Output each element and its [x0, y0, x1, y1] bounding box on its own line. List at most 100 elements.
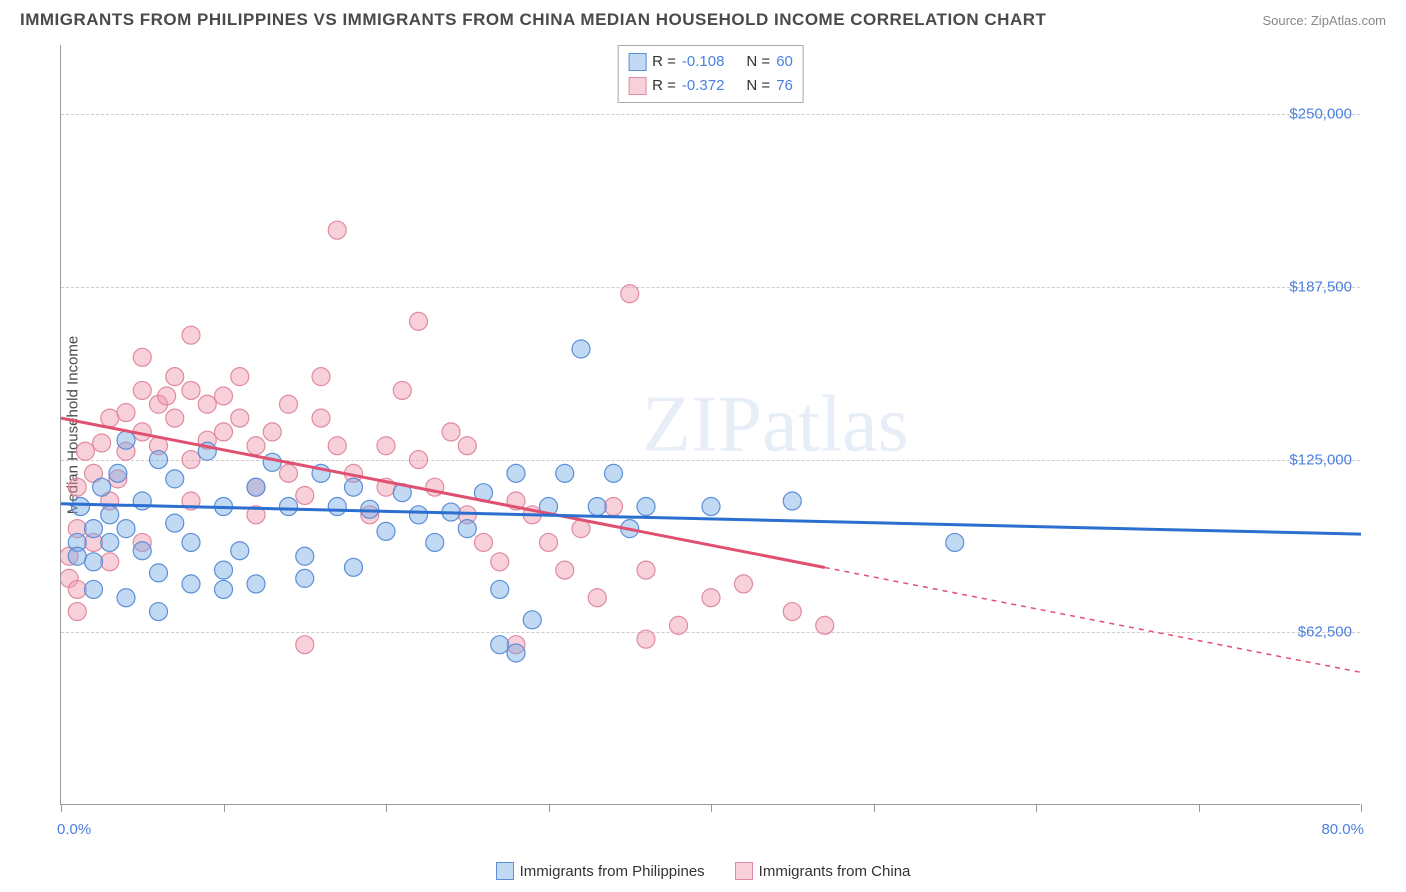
data-point — [68, 603, 86, 621]
data-point — [621, 285, 639, 303]
r-label: R = — [652, 50, 676, 74]
data-point — [491, 580, 509, 598]
data-point — [783, 492, 801, 510]
data-point — [296, 486, 314, 504]
stats-legend-box: R = -0.108 N = 60R = -0.372 N = 76 — [617, 45, 804, 103]
data-point — [133, 348, 151, 366]
data-point — [93, 478, 111, 496]
data-point — [312, 368, 330, 386]
y-tick-label: $250,000 — [1289, 106, 1352, 123]
data-point — [68, 580, 86, 598]
data-point — [101, 533, 119, 551]
legend-item: Immigrants from China — [735, 862, 911, 880]
data-point — [702, 589, 720, 607]
data-point — [458, 520, 476, 538]
data-point — [263, 423, 281, 441]
x-tick — [386, 804, 387, 812]
data-point — [166, 409, 184, 427]
data-point — [101, 553, 119, 571]
data-point — [85, 520, 103, 538]
x-max-label: 80.0% — [1321, 821, 1364, 838]
data-point — [588, 498, 606, 516]
data-point — [946, 533, 964, 551]
data-point — [491, 553, 509, 571]
data-point — [702, 498, 720, 516]
data-point — [783, 603, 801, 621]
data-point — [328, 498, 346, 516]
data-point — [117, 431, 135, 449]
data-point — [198, 395, 216, 413]
data-point — [507, 644, 525, 662]
data-point — [117, 589, 135, 607]
data-point — [523, 611, 541, 629]
data-point — [247, 478, 265, 496]
data-point — [215, 387, 233, 405]
china-swatch — [628, 77, 646, 95]
y-tick-label: $125,000 — [1289, 451, 1352, 468]
data-point — [166, 470, 184, 488]
data-point — [117, 404, 135, 422]
x-tick — [549, 804, 550, 812]
n-label: N = — [746, 74, 770, 98]
data-point — [231, 542, 249, 560]
data-point — [572, 340, 590, 358]
data-point — [101, 409, 119, 427]
data-point — [588, 589, 606, 607]
bottom-legend: Immigrants from Philippines Immigrants fr… — [0, 862, 1406, 880]
source-label: Source: ZipAtlas.com — [1262, 13, 1386, 28]
data-point — [109, 464, 127, 482]
data-point — [328, 437, 346, 455]
data-point — [605, 464, 623, 482]
data-point — [637, 498, 655, 516]
data-point — [215, 580, 233, 598]
y-tick-label: $62,500 — [1298, 624, 1352, 641]
data-point — [68, 478, 86, 496]
data-point — [133, 542, 151, 560]
r-value: -0.108 — [682, 50, 725, 74]
data-point — [540, 533, 558, 551]
data-point — [458, 437, 476, 455]
data-point — [263, 453, 281, 471]
header: IMMIGRANTS FROM PHILIPPINES VS IMMIGRANT… — [0, 0, 1406, 30]
data-point — [101, 506, 119, 524]
x-min-label: 0.0% — [57, 821, 91, 838]
data-point — [637, 561, 655, 579]
data-point — [85, 580, 103, 598]
data-point — [377, 522, 395, 540]
data-point — [231, 409, 249, 427]
data-point — [93, 434, 111, 452]
data-point — [442, 423, 460, 441]
data-point — [280, 498, 298, 516]
data-point — [117, 520, 135, 538]
data-point — [158, 387, 176, 405]
data-point — [345, 558, 363, 576]
data-point — [133, 381, 151, 399]
data-point — [231, 368, 249, 386]
data-point — [491, 636, 509, 654]
legend-item: Immigrants from Philippines — [496, 862, 705, 880]
plot-area: Median Household Income ZIPatlas R = -0.… — [60, 45, 1360, 805]
data-point — [150, 603, 168, 621]
data-point — [280, 395, 298, 413]
data-point — [280, 464, 298, 482]
data-point — [328, 221, 346, 239]
data-point — [605, 498, 623, 516]
chart-title: IMMIGRANTS FROM PHILIPPINES VS IMMIGRANT… — [20, 10, 1046, 30]
philippines-swatch — [496, 862, 514, 880]
data-point — [150, 451, 168, 469]
data-point — [166, 368, 184, 386]
data-point — [410, 312, 428, 330]
philippines-swatch — [628, 53, 646, 71]
n-value: 76 — [776, 74, 793, 98]
data-point — [735, 575, 753, 593]
data-point — [296, 547, 314, 565]
data-point — [377, 437, 395, 455]
data-point — [507, 464, 525, 482]
data-point — [72, 498, 90, 516]
x-tick — [711, 804, 712, 812]
data-point — [182, 575, 200, 593]
data-point — [247, 437, 265, 455]
data-point — [296, 636, 314, 654]
data-point — [816, 616, 834, 634]
scatter-plot-svg — [61, 45, 1361, 805]
